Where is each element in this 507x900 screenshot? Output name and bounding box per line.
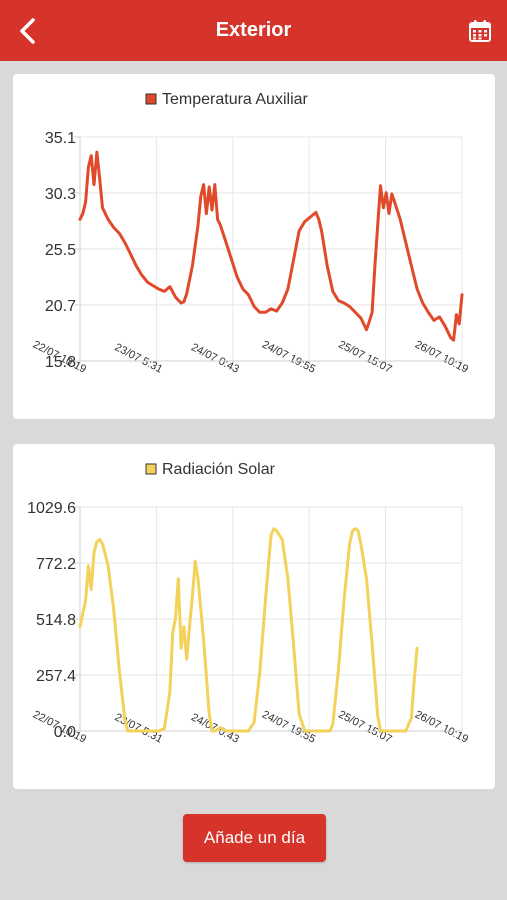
radiation-chart: Radiación Solar1029.6772.2514.8257.40.02… [27, 461, 470, 746]
chevron-left-icon [20, 18, 35, 44]
y-tick-label: 35.1 [45, 130, 76, 147]
y-tick-label: 15.8 [45, 354, 76, 371]
legend-label: Radiación Solar [162, 461, 276, 478]
app-header: Exterior [0, 0, 507, 61]
y-tick-label: 1029.6 [27, 500, 76, 517]
y-tick-label: 772.2 [36, 556, 76, 573]
series-line [78, 527, 419, 733]
legend-swatch [145, 463, 157, 475]
legend-swatch [145, 93, 157, 105]
back-button[interactable] [12, 14, 46, 48]
y-tick-label: 514.8 [36, 612, 76, 629]
series-line [78, 150, 464, 342]
y-tick-label: 25.5 [45, 242, 76, 259]
calendar-button[interactable] [467, 18, 493, 44]
add-day-button[interactable]: Añade un día [183, 814, 326, 862]
y-tick-label: 0.0 [54, 724, 76, 741]
y-tick-label: 257.4 [36, 668, 76, 685]
y-tick-label: 20.7 [45, 298, 76, 315]
temperature-chart: Temperatura Auxiliar 35.1 30.3 25.5 20.7 15.8… [31, 91, 470, 376]
legend-label: Temperatura Auxiliar [162, 91, 309, 108]
calendar-icon [469, 20, 491, 42]
y-tick-label: 30.3 [45, 186, 76, 203]
radiation-chart-card: Radiación Solar 1029.6 772.2 514.8 257.4 0.0 2… [13, 444, 495, 789]
page-title: Exterior [215, 19, 292, 41]
temperature-chart-card: Temperatura Auxiliar 35.1 30.3 25.5 20.7 15.8… [13, 74, 495, 419]
